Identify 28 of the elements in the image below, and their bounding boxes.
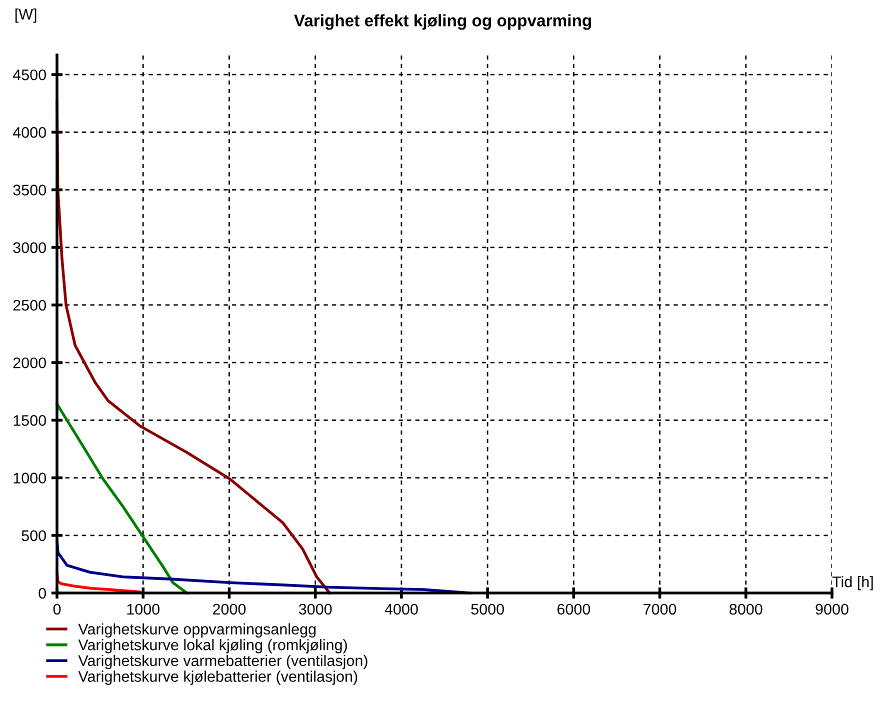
y-axis-title: [W] (15, 8, 36, 23)
y-tick-label: 1000 (14, 472, 46, 484)
y-tick-label: 0 (38, 588, 46, 599)
legend-label: Varighetskurve lokal kjøling (romkjøling) (78, 639, 347, 654)
y-tick-label: 2000 (13, 357, 46, 368)
x-tick-label: 1000 (127, 604, 160, 615)
y-tick-label: 3000 (13, 242, 46, 254)
legend-label: Varighetskurve oppvarmingsanlegg (78, 623, 316, 638)
x-tick-label: 8000 (730, 604, 762, 615)
x-tick-label: 7000 (644, 604, 676, 615)
x-tick-label: 0 (53, 604, 61, 615)
x-axis-title: Tid [h] (832, 576, 873, 590)
line-series (56, 402, 188, 594)
x-tick-label: 9000 (816, 604, 848, 615)
y-tick-label: 2500 (13, 300, 46, 311)
x-tick-label: 5000 (471, 604, 504, 615)
y-tick-label: 4000 (12, 127, 46, 138)
x-tick-label: 3000 (298, 604, 332, 615)
y-tick-label: 3500 (13, 184, 46, 196)
chart-title: Varighet effekt kjøling og oppvarming (294, 14, 591, 30)
y-tick-label: 1500 (14, 415, 46, 426)
legend-label: Varighetskurve varmebatterier (ventilasjon) (78, 654, 368, 670)
legend-label: Varighetskurve kjølebatterier (ventilasjon) (78, 670, 358, 685)
x-tick-label: 4000 (384, 604, 418, 615)
x-tick-label: 6000 (557, 604, 590, 615)
y-tick-label: 500 (22, 530, 46, 542)
x-tick-label: 2000 (213, 604, 246, 615)
y-tick-label: 4500 (12, 69, 46, 80)
